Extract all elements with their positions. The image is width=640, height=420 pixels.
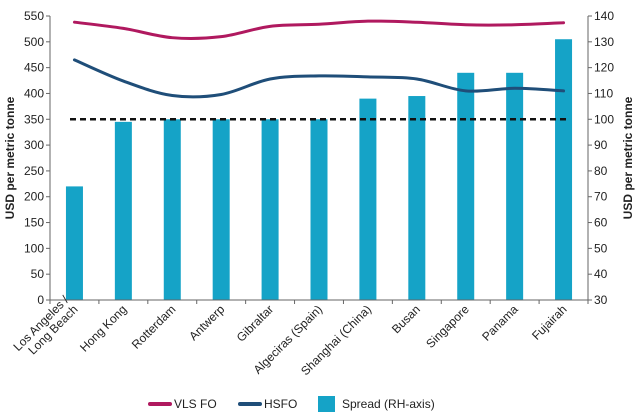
spread-bar xyxy=(163,119,181,300)
right-tick-label: 70 xyxy=(594,190,608,204)
right-tick-label: 100 xyxy=(594,112,614,126)
spread-bar xyxy=(457,72,475,300)
right-tick-label: 30 xyxy=(594,293,608,307)
spread-bar xyxy=(261,119,279,300)
legend-label-vls-fo: VLS FO xyxy=(174,397,217,411)
left-tick-label: 50 xyxy=(31,267,45,281)
legend-label-spread-rh-axis-: Spread (RH-axis) xyxy=(342,397,435,411)
right-tick-label: 90 xyxy=(594,138,608,152)
left-tick-label: 550 xyxy=(24,9,44,23)
right-tick-label: 110 xyxy=(594,86,613,100)
left-tick-label: 300 xyxy=(24,138,44,152)
left-tick-label: 100 xyxy=(24,241,44,255)
left-tick-label: 350 xyxy=(24,112,44,126)
spread-bar xyxy=(310,119,328,300)
y2-axis-title: USD per metric tonne xyxy=(621,96,635,219)
vls-fo-line xyxy=(72,19,566,40)
hsfo-line xyxy=(72,58,566,99)
left-tick-label: 500 xyxy=(24,35,44,49)
x-tick-label: Panama xyxy=(479,302,521,344)
spread-bar xyxy=(506,72,524,300)
x-tick-label: Gibraltar xyxy=(234,302,276,344)
spread-bar xyxy=(408,96,426,300)
spread-bar xyxy=(555,39,573,301)
right-tick-label: 50 xyxy=(594,241,608,255)
right-tick-label: 80 xyxy=(594,164,608,178)
right-tick-label: 60 xyxy=(594,216,608,230)
spread-bar xyxy=(114,121,132,300)
x-tick-label: Fujairah xyxy=(529,302,570,343)
legend-swatch-spread-rh-axis- xyxy=(318,396,335,412)
x-tick-label: Rotterdam xyxy=(129,302,179,352)
left-tick-label: 0 xyxy=(37,293,44,307)
series-lines xyxy=(70,19,568,121)
spread-bar xyxy=(212,119,230,300)
y-axis-title: USD per metric tonne xyxy=(3,96,17,219)
spread-bar xyxy=(359,98,377,300)
right-tick-label: 40 xyxy=(594,267,608,281)
right-tick-label: 120 xyxy=(594,61,614,75)
right-tick-label: 140 xyxy=(594,9,614,23)
legend: VLS FO HSFO Spread (RH-axis) xyxy=(148,396,435,412)
left-tick-label: 400 xyxy=(24,86,44,100)
x-tick-label: Busan xyxy=(389,302,423,336)
right-tick-label: 130 xyxy=(594,35,614,49)
left-tick-label: 200 xyxy=(24,190,44,204)
left-tick-label: 250 xyxy=(24,164,44,178)
x-tick-label: Antwerp xyxy=(186,302,227,343)
spread-bars xyxy=(65,39,573,301)
x-tick-label: Los Angeles /Long Beach xyxy=(11,293,82,364)
x-tick-label: Hong Kong xyxy=(77,302,129,354)
legend-label-hsfo: HSFO xyxy=(264,397,297,411)
x-tick-label: Singapore xyxy=(423,302,472,351)
spread-bar xyxy=(65,186,83,300)
left-tick-label: 450 xyxy=(24,61,44,75)
left-tick-label: 150 xyxy=(24,216,44,230)
